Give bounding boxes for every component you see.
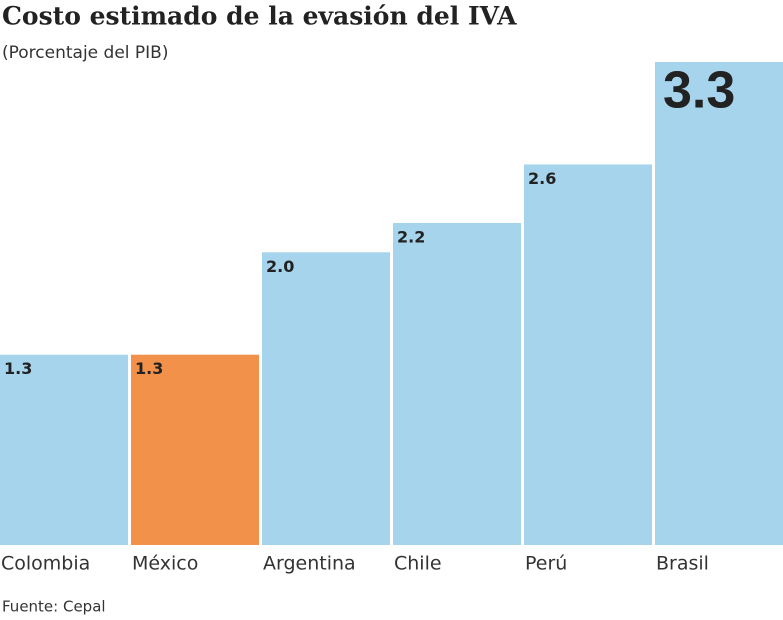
x-tick-label: México <box>132 553 198 575</box>
bar <box>524 164 652 546</box>
bar <box>262 252 390 546</box>
value-label: 1.3 <box>135 359 163 378</box>
chart-subtitle: (Porcentaje del PIB) <box>2 43 168 63</box>
source-note: Fuente: Cepal <box>2 598 106 616</box>
x-tick-label: Argentina <box>263 553 356 575</box>
value-label: 2.6 <box>528 169 556 188</box>
value-label: 3.3 <box>663 62 735 120</box>
bar <box>0 354 128 545</box>
value-label: 2.0 <box>266 257 294 276</box>
x-tick-label: Chile <box>394 553 442 575</box>
value-label: 2.2 <box>397 228 425 247</box>
value-label: 1.3 <box>4 359 32 378</box>
x-tick-label: Brasil <box>656 553 709 575</box>
chart-title: Costo estimado de la evasión del IVA <box>2 2 517 31</box>
bar <box>393 223 521 545</box>
bar <box>131 354 259 545</box>
bar <box>655 62 783 545</box>
x-tick-label: Colombia <box>1 553 90 575</box>
x-tick-label: Perú <box>525 553 567 575</box>
